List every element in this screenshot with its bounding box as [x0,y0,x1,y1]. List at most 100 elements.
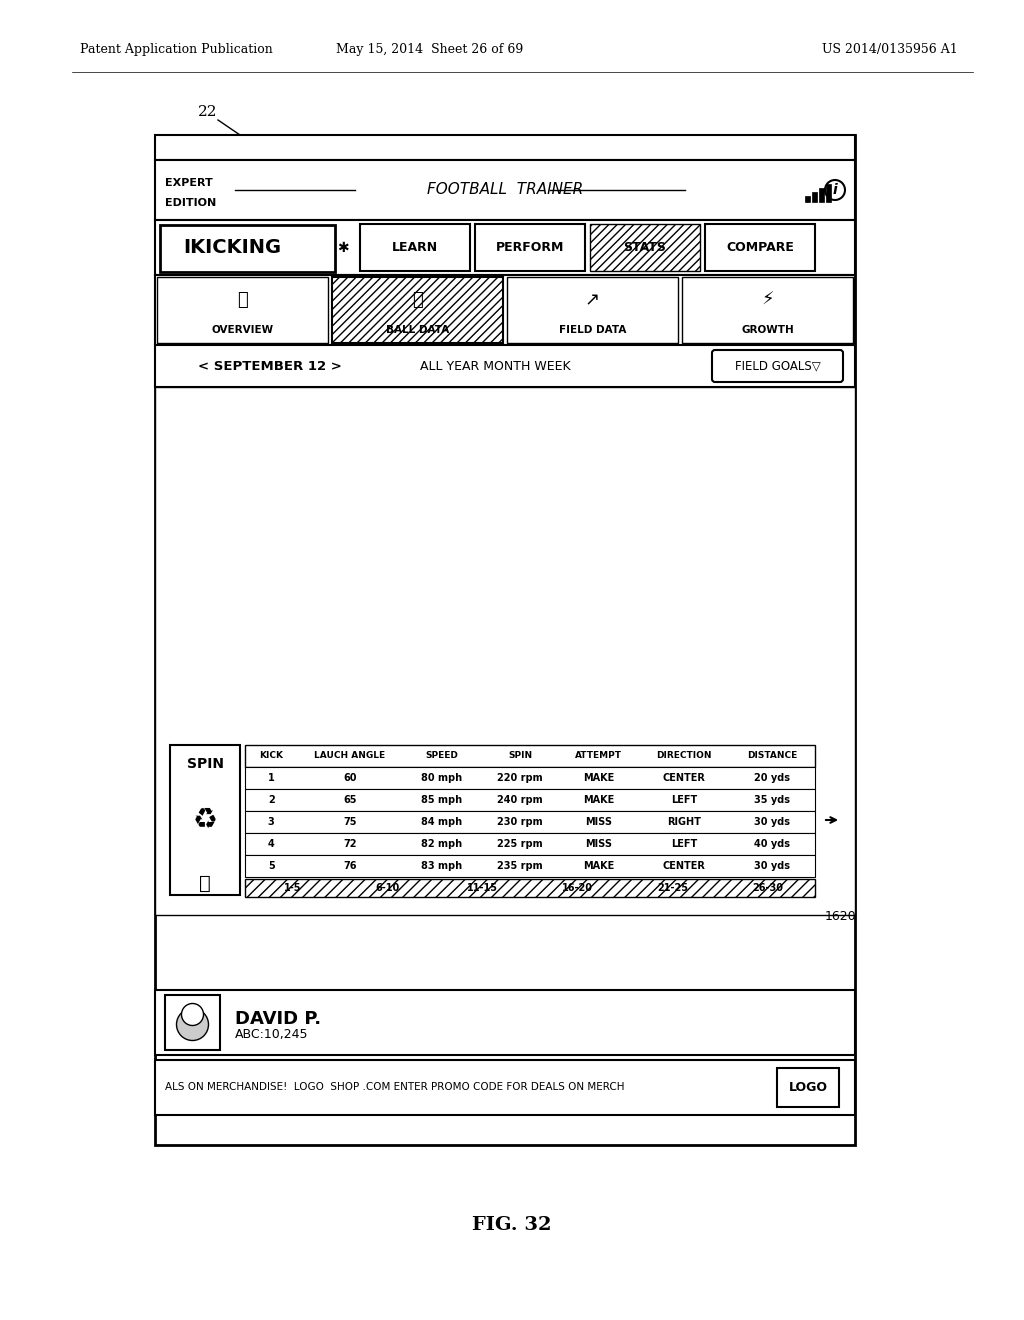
Text: STATS: STATS [624,242,667,253]
Text: 20 yds: 20 yds [755,774,791,783]
Bar [245,744,815,767]
Bar [245,833,815,855]
Text: ✱: ✱ [337,240,349,255]
Circle shape [181,1003,204,1026]
Text: ⌕: ⌕ [199,874,211,892]
Text: US 2014/0135956 A1: US 2014/0135956 A1 [822,44,957,57]
Bar [819,187,824,202]
Text: FIELD GOALS▽: FIELD GOALS▽ [734,359,820,372]
Text: < SEPTEMBER 12 >: < SEPTEMBER 12 > [198,359,342,372]
Text: MISS: MISS [586,840,612,849]
Text: 22: 22 [199,106,218,119]
Text: 225 rpm: 225 rpm [498,840,543,849]
Text: ATTEMPT: ATTEMPT [575,751,623,760]
Text: ↗: ↗ [585,290,600,309]
Text: SPEED: SPEED [425,751,458,760]
Bar [170,744,240,895]
Bar [155,135,855,160]
Text: COMPARE: COMPARE [726,242,794,253]
Bar [777,1068,839,1107]
Text: 30 yds: 30 yds [755,817,791,828]
Text: 16-20: 16-20 [562,883,593,894]
Text: 21-25: 21-25 [657,883,688,894]
Bar [360,224,470,271]
Text: FIG. 32: FIG. 32 [472,1216,552,1234]
Text: CENTER: CENTER [663,861,706,871]
Text: FIELD DATA: FIELD DATA [559,325,627,335]
Bar [245,767,815,789]
Text: BALL DATA: BALL DATA [386,325,450,335]
Bar [805,195,810,202]
Bar [826,183,831,202]
Text: ⚽: ⚽ [412,290,423,309]
Bar [155,135,855,1144]
Circle shape [176,1008,209,1040]
Bar [245,789,815,810]
Text: 85 mph: 85 mph [421,795,462,805]
Text: ALS ON MERCHANDISE!  LOGO  SHOP .COM ENTER PROMO CODE FOR DEALS ON MERCH: ALS ON MERCHANDISE! LOGO SHOP .COM ENTER… [165,1082,625,1093]
FancyBboxPatch shape [712,350,843,381]
Text: PERFORM: PERFORM [496,242,564,253]
Text: OVERVIEW: OVERVIEW [211,325,273,335]
Text: MAKE: MAKE [584,861,614,871]
Text: 220 rpm: 220 rpm [498,774,543,783]
Bar [155,345,855,387]
Text: 76: 76 [343,861,356,871]
Text: ⚡: ⚡ [761,290,774,309]
Bar [590,224,700,271]
Text: 30 yds: 30 yds [755,861,791,871]
Text: DAVID P.: DAVID P. [234,1010,322,1028]
Bar [155,220,855,275]
Text: May 15, 2014  Sheet 26 of 69: May 15, 2014 Sheet 26 of 69 [336,44,523,57]
Bar [157,277,328,343]
Text: GROWTH: GROWTH [741,325,794,335]
Text: 1-5: 1-5 [284,883,301,894]
Bar [332,277,503,343]
Text: DISTANCE: DISTANCE [748,751,798,760]
Text: 40 yds: 40 yds [755,840,791,849]
Text: MISS: MISS [586,817,612,828]
Bar [507,277,678,343]
Text: i: i [833,183,838,197]
Bar [812,191,817,202]
Bar [160,224,335,272]
Text: 60: 60 [343,774,356,783]
Text: Patent Application Publication: Patent Application Publication [80,44,272,57]
Text: CENTER: CENTER [663,774,706,783]
Text: RIGHT: RIGHT [667,817,700,828]
Text: 11-15: 11-15 [467,883,498,894]
Text: 235 rpm: 235 rpm [498,861,543,871]
Text: 230 rpm: 230 rpm [498,817,543,828]
Text: 82 mph: 82 mph [421,840,462,849]
Text: 240 rpm: 240 rpm [498,795,543,805]
Text: 2: 2 [268,795,274,805]
Text: 26-30: 26-30 [752,883,783,894]
Text: 80 mph: 80 mph [421,774,462,783]
Bar [155,275,855,345]
Text: EDITION: EDITION [165,198,216,209]
Text: 65: 65 [343,795,356,805]
Text: KICK: KICK [259,751,284,760]
Text: MAKE: MAKE [584,774,614,783]
Text: 1: 1 [268,774,274,783]
Text: IKICKING: IKICKING [183,238,282,257]
Text: 3: 3 [268,817,274,828]
Bar [155,160,855,220]
Text: EXPERT: EXPERT [165,178,213,187]
Text: 1620: 1620 [825,911,857,924]
Text: LOGO: LOGO [788,1081,827,1094]
Text: SPIN: SPIN [186,756,223,771]
Text: 75: 75 [343,817,356,828]
Text: LEFT: LEFT [671,840,697,849]
Bar [155,990,855,1055]
Text: 84 mph: 84 mph [421,817,462,828]
Text: 83 mph: 83 mph [421,861,462,871]
Bar [475,224,585,271]
Text: MAKE: MAKE [584,795,614,805]
Bar [165,995,220,1049]
Text: 6-10: 6-10 [376,883,399,894]
Text: FOOTBALL  TRAINER: FOOTBALL TRAINER [427,182,583,198]
Bar [155,1060,855,1115]
Text: ⎘: ⎘ [238,290,248,309]
Text: SPIN: SPIN [508,751,532,760]
